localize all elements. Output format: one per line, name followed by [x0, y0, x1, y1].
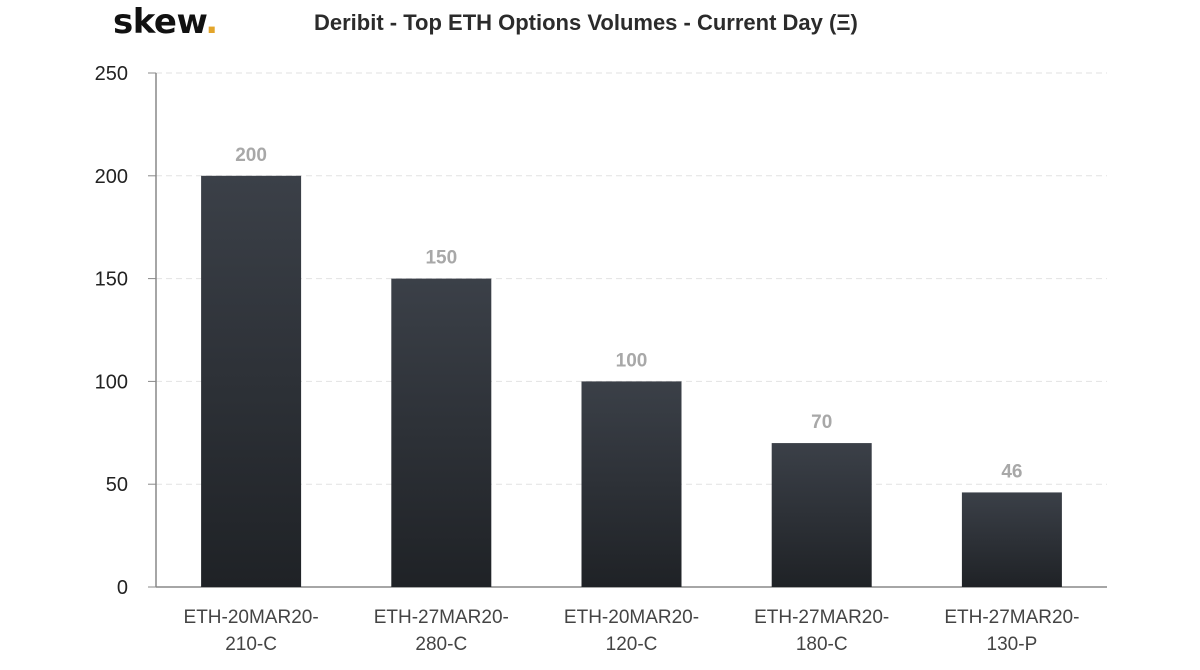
y-tick-label: 250: [95, 63, 128, 85]
x-tick-label: ETH-27MAR20- 280-C: [374, 607, 509, 655]
data-label: 70: [811, 412, 832, 433]
bar: [961, 492, 1062, 587]
y-tick-label: 200: [95, 166, 128, 188]
x-tick-label-line: 130-P: [987, 634, 1038, 655]
x-tick-label-line: ETH-27MAR20-: [944, 607, 1079, 628]
y-tick-label: 100: [95, 371, 128, 393]
bar: [391, 278, 492, 587]
bar: [581, 381, 682, 587]
x-tick-label-line: ETH-20MAR20-: [564, 607, 699, 628]
x-tick-label-line: 210-C: [225, 634, 277, 655]
bar: [201, 175, 302, 588]
skew-logo: skew.: [113, 2, 218, 42]
bars: [201, 175, 1062, 588]
x-tick-label: ETH-27MAR20- 180-C: [754, 607, 889, 655]
logo-text: skew: [113, 2, 206, 42]
data-label: 100: [616, 350, 648, 371]
x-tick-label-line: ETH-20MAR20-: [184, 607, 319, 628]
x-tick-label: ETH-27MAR20- 130-P: [944, 607, 1079, 655]
data-label: 46: [1001, 461, 1022, 482]
labels: 0 50 100 150 200 250 200 ETH-20MAR20- 210-C 150 ET…: [95, 63, 1080, 655]
x-tick-label-line: 280-C: [415, 634, 467, 655]
y-tick-label: 0: [117, 577, 128, 599]
x-tick-label-line: 180-C: [796, 634, 848, 655]
y-tick-label: 150: [95, 269, 128, 291]
data-label: 150: [425, 248, 457, 269]
x-tick-label: ETH-20MAR20- 210-C: [184, 607, 319, 655]
x-tick-label-line: ETH-27MAR20-: [374, 607, 509, 628]
x-tick-label: ETH-20MAR20- 120-C: [564, 607, 699, 655]
logo-dot: .: [205, 2, 218, 42]
y-tick-label: 50: [106, 474, 128, 496]
chart-title: Deribit - Top ETH Options Volumes - Curr…: [314, 10, 858, 35]
x-tick-label-line: ETH-27MAR20-: [754, 607, 889, 628]
data-label: 200: [235, 145, 267, 166]
bar: [771, 443, 872, 587]
x-tick-label-line: 120-C: [606, 634, 658, 655]
